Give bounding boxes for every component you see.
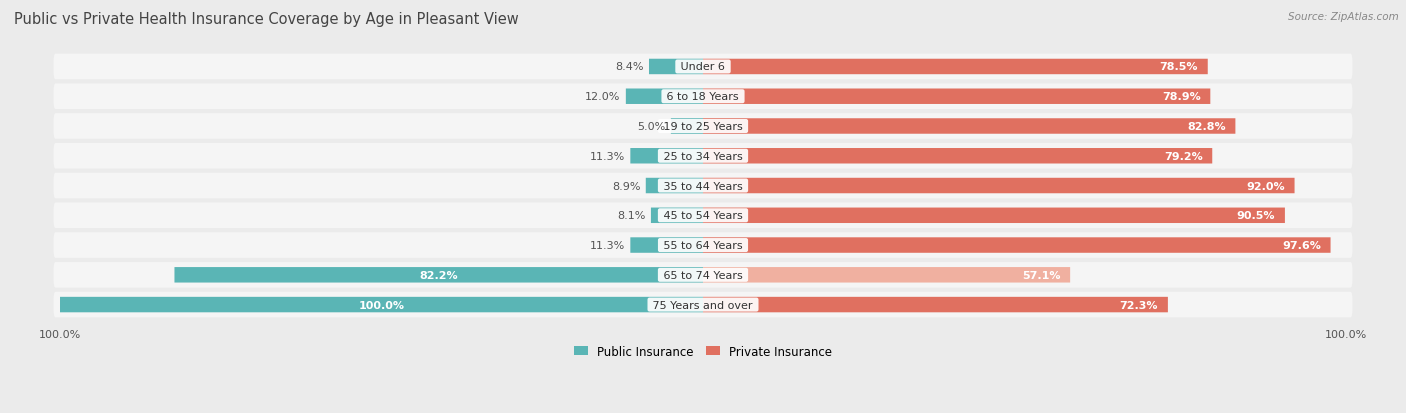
Text: 11.3%: 11.3% <box>591 240 626 250</box>
FancyBboxPatch shape <box>703 208 1285 223</box>
Text: 45 to 54 Years: 45 to 54 Years <box>659 211 747 221</box>
Text: 19 to 25 Years: 19 to 25 Years <box>659 122 747 132</box>
FancyBboxPatch shape <box>703 149 1212 164</box>
Text: 82.8%: 82.8% <box>1187 122 1226 132</box>
Text: 90.5%: 90.5% <box>1237 211 1275 221</box>
FancyBboxPatch shape <box>53 292 1353 318</box>
FancyBboxPatch shape <box>60 297 703 313</box>
Text: Public vs Private Health Insurance Coverage by Age in Pleasant View: Public vs Private Health Insurance Cover… <box>14 12 519 27</box>
Text: 75 Years and over: 75 Years and over <box>650 300 756 310</box>
Text: 55 to 64 Years: 55 to 64 Years <box>659 240 747 250</box>
FancyBboxPatch shape <box>703 268 1070 283</box>
FancyBboxPatch shape <box>174 268 703 283</box>
Text: 65 to 74 Years: 65 to 74 Years <box>659 270 747 280</box>
Text: 82.2%: 82.2% <box>419 270 458 280</box>
FancyBboxPatch shape <box>53 262 1353 288</box>
FancyBboxPatch shape <box>703 178 1295 194</box>
Text: Source: ZipAtlas.com: Source: ZipAtlas.com <box>1288 12 1399 22</box>
Text: 35 to 44 Years: 35 to 44 Years <box>659 181 747 191</box>
Text: 11.3%: 11.3% <box>591 152 626 161</box>
FancyBboxPatch shape <box>53 84 1353 110</box>
FancyBboxPatch shape <box>645 178 703 194</box>
FancyBboxPatch shape <box>53 55 1353 80</box>
FancyBboxPatch shape <box>703 89 1211 105</box>
Text: 8.9%: 8.9% <box>612 181 641 191</box>
FancyBboxPatch shape <box>630 149 703 164</box>
Text: 6 to 18 Years: 6 to 18 Years <box>664 92 742 102</box>
Text: 25 to 34 Years: 25 to 34 Years <box>659 152 747 161</box>
FancyBboxPatch shape <box>650 59 703 75</box>
FancyBboxPatch shape <box>703 119 1236 134</box>
Text: 57.1%: 57.1% <box>1022 270 1060 280</box>
FancyBboxPatch shape <box>53 144 1353 169</box>
Text: 79.2%: 79.2% <box>1164 152 1202 161</box>
Text: 97.6%: 97.6% <box>1282 240 1320 250</box>
Text: 8.1%: 8.1% <box>617 211 645 221</box>
Text: 5.0%: 5.0% <box>637 122 665 132</box>
Text: 72.3%: 72.3% <box>1119 300 1159 310</box>
FancyBboxPatch shape <box>703 59 1208 75</box>
Text: 12.0%: 12.0% <box>585 92 620 102</box>
FancyBboxPatch shape <box>703 297 1168 313</box>
FancyBboxPatch shape <box>53 173 1353 199</box>
Legend: Public Insurance, Private Insurance: Public Insurance, Private Insurance <box>569 340 837 363</box>
Text: 92.0%: 92.0% <box>1246 181 1285 191</box>
FancyBboxPatch shape <box>651 208 703 223</box>
FancyBboxPatch shape <box>53 114 1353 140</box>
Text: 100.0%: 100.0% <box>359 300 405 310</box>
FancyBboxPatch shape <box>671 119 703 134</box>
Text: Under 6: Under 6 <box>678 62 728 72</box>
FancyBboxPatch shape <box>626 89 703 105</box>
FancyBboxPatch shape <box>53 233 1353 258</box>
Text: 8.4%: 8.4% <box>616 62 644 72</box>
FancyBboxPatch shape <box>630 238 703 253</box>
Text: 78.5%: 78.5% <box>1160 62 1198 72</box>
FancyBboxPatch shape <box>703 238 1330 253</box>
Text: 78.9%: 78.9% <box>1161 92 1201 102</box>
FancyBboxPatch shape <box>53 203 1353 228</box>
